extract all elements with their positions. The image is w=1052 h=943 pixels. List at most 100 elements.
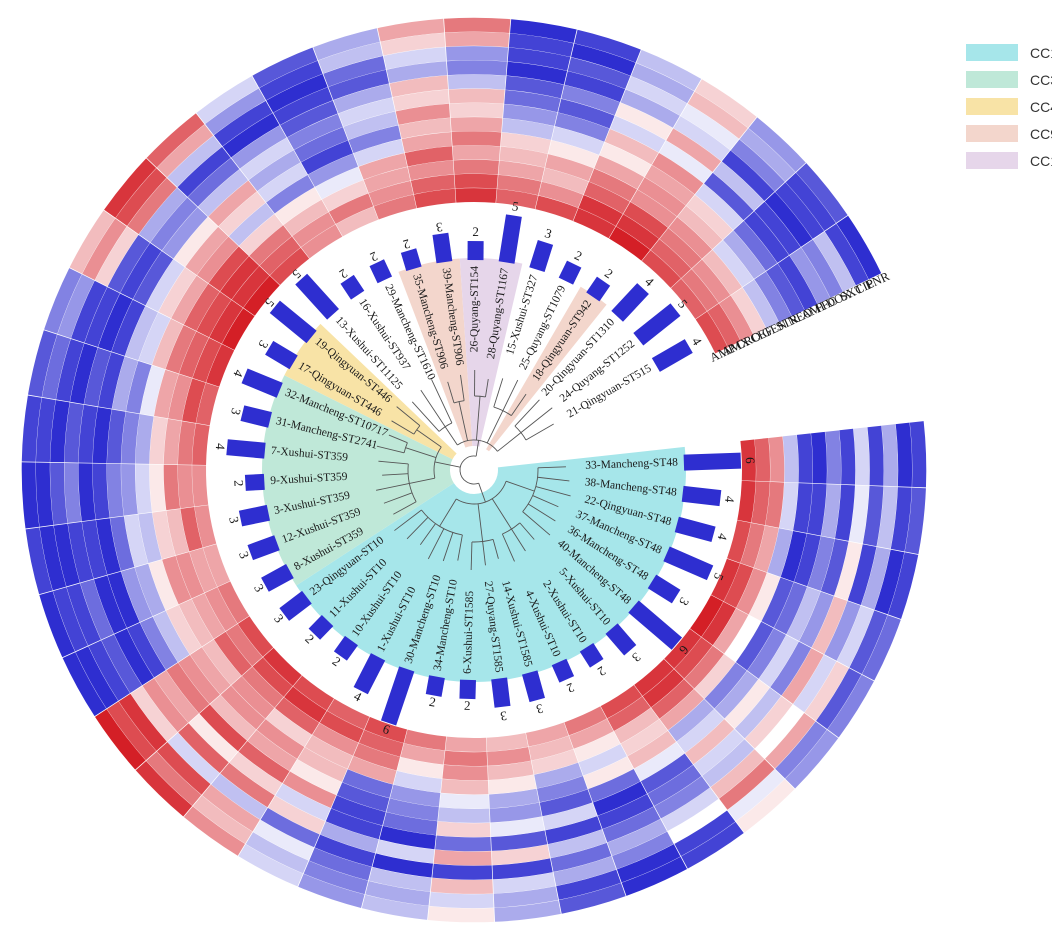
heat-cell bbox=[80, 579, 114, 640]
tree-branch bbox=[522, 511, 551, 536]
heat-cell bbox=[761, 577, 794, 628]
heat-cell bbox=[21, 462, 40, 529]
count-bar bbox=[459, 679, 476, 700]
heat-cell bbox=[487, 760, 534, 780]
count-bar bbox=[240, 405, 272, 428]
tree-branch bbox=[485, 379, 489, 397]
count-label: 3 bbox=[256, 338, 272, 351]
heat-cell bbox=[754, 271, 792, 323]
heat-cell bbox=[554, 112, 610, 142]
heat-cell bbox=[758, 634, 799, 688]
count-label: 5 bbox=[289, 267, 304, 282]
heat-cell bbox=[497, 174, 542, 196]
heat-cell bbox=[347, 756, 397, 785]
heat-cell bbox=[69, 210, 116, 274]
heat-cell bbox=[712, 240, 754, 287]
heat-cell bbox=[134, 563, 166, 617]
heat-cell bbox=[78, 463, 96, 522]
heat-cell bbox=[208, 246, 249, 292]
heat-cell bbox=[556, 869, 621, 900]
heat-cell bbox=[82, 218, 127, 280]
heat-cell bbox=[597, 794, 654, 830]
heat-cell bbox=[273, 87, 333, 125]
heat-cell bbox=[499, 146, 548, 168]
heat-cell bbox=[501, 118, 555, 140]
heat-cell bbox=[238, 844, 303, 887]
heat-cell bbox=[747, 628, 787, 679]
heat-cell bbox=[257, 162, 308, 203]
heat-cell bbox=[247, 730, 297, 771]
heat-cell bbox=[260, 807, 320, 848]
tree-branch bbox=[470, 541, 473, 570]
heat-cell bbox=[446, 60, 507, 76]
heat-cell bbox=[121, 411, 140, 464]
heat-cell bbox=[290, 759, 342, 795]
heat-cell bbox=[342, 769, 393, 798]
clade-sector-cc359 bbox=[261, 375, 454, 586]
heat-cell bbox=[753, 525, 779, 573]
heat-cell bbox=[252, 47, 318, 88]
heat-cell bbox=[253, 820, 314, 861]
tree-branch bbox=[411, 401, 440, 432]
heat-cell bbox=[71, 280, 108, 343]
heat-cell bbox=[742, 279, 779, 329]
heat-cell bbox=[145, 259, 185, 312]
heat-cell bbox=[203, 544, 231, 587]
heat-cell bbox=[124, 514, 149, 567]
count-label: 4 bbox=[351, 688, 364, 705]
heat-cell bbox=[221, 308, 255, 350]
count-label: 3 bbox=[535, 701, 545, 717]
heat-cell bbox=[687, 91, 748, 139]
heat-cell bbox=[163, 464, 181, 511]
count-label: 5 bbox=[511, 198, 520, 214]
legend-swatch-cc446 bbox=[966, 98, 1018, 115]
tree-branch bbox=[405, 447, 437, 459]
heat-cell bbox=[573, 208, 616, 239]
heat-cell bbox=[325, 808, 383, 840]
heat-cell bbox=[736, 568, 767, 615]
clade-sector-cc906 bbox=[398, 258, 473, 448]
count-bar bbox=[261, 564, 294, 592]
heat-cell bbox=[64, 463, 82, 524]
count-label: 2 bbox=[464, 698, 471, 713]
heat-cell bbox=[542, 802, 598, 831]
heat-cell bbox=[205, 88, 266, 136]
heat-cell bbox=[719, 295, 754, 342]
heat-cell bbox=[547, 829, 607, 858]
count-bar bbox=[269, 300, 317, 344]
tree-branch bbox=[427, 528, 445, 560]
heat-cell bbox=[714, 670, 759, 719]
tree-branch bbox=[383, 492, 413, 504]
heat-cell bbox=[111, 299, 146, 356]
heat-cell bbox=[545, 154, 594, 182]
count-bar bbox=[647, 574, 681, 604]
heat-cell bbox=[796, 433, 813, 484]
heat-cell bbox=[607, 696, 651, 731]
count-bar bbox=[683, 452, 742, 471]
heat-cell bbox=[188, 713, 238, 763]
heat-cell bbox=[62, 652, 107, 717]
legend-label-cc154: CC154 bbox=[1030, 153, 1052, 169]
heat-cell bbox=[867, 425, 884, 486]
heat-cell bbox=[904, 487, 926, 555]
heat-cell bbox=[615, 102, 673, 141]
tree-branch bbox=[458, 401, 469, 441]
heat-cell bbox=[187, 158, 240, 207]
heat-cell bbox=[730, 139, 785, 192]
heat-cell bbox=[189, 548, 218, 593]
heat-cell bbox=[114, 628, 154, 686]
heat-cell bbox=[156, 124, 214, 178]
heat-cell bbox=[192, 423, 210, 465]
heat-cell bbox=[308, 153, 359, 187]
heat-cell bbox=[338, 97, 396, 127]
heat-cell bbox=[53, 523, 80, 587]
tree-branch bbox=[520, 407, 553, 433]
heat-cell bbox=[348, 125, 402, 154]
heat-cell bbox=[573, 731, 621, 763]
heat-cell bbox=[564, 71, 626, 103]
heat-cell bbox=[94, 709, 146, 770]
tree-branch bbox=[493, 378, 504, 408]
heat-cell bbox=[154, 670, 199, 723]
legend-item-cc446: CC446 bbox=[966, 98, 1052, 115]
heat-cell bbox=[438, 807, 490, 823]
